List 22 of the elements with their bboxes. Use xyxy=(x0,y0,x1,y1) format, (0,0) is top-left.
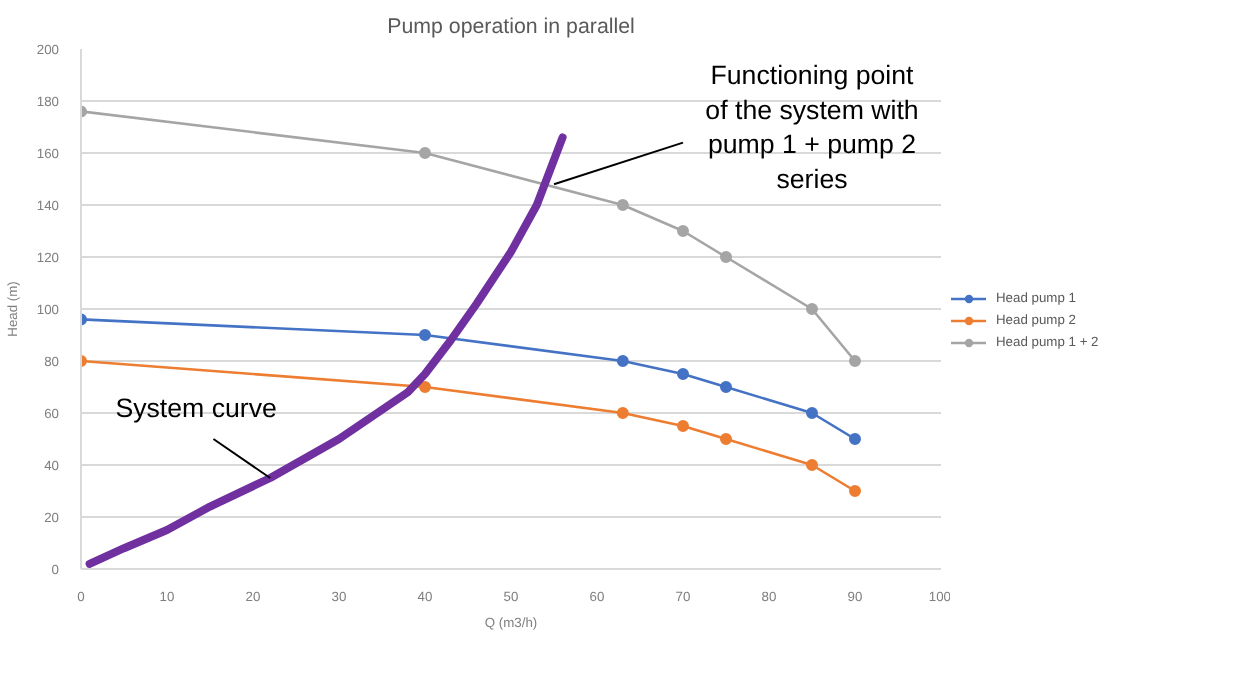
point xyxy=(419,147,431,159)
point xyxy=(616,407,629,419)
line-series xyxy=(85,133,567,568)
point xyxy=(677,225,689,237)
point xyxy=(419,381,431,393)
point xyxy=(849,433,861,445)
point xyxy=(720,251,732,263)
point xyxy=(677,420,689,432)
point xyxy=(806,459,818,471)
point xyxy=(849,485,861,497)
point xyxy=(849,355,861,367)
annotation: Functioning point of the system with pump 1 + pump 2 series xyxy=(705,60,919,194)
point xyxy=(720,433,732,445)
chart-title: Pump operation in parallel xyxy=(387,15,635,39)
point xyxy=(616,355,629,367)
point xyxy=(720,381,732,393)
point xyxy=(806,303,818,315)
annotation: System curve xyxy=(115,392,277,423)
point xyxy=(616,199,629,211)
point xyxy=(677,368,689,380)
point xyxy=(419,329,431,341)
point xyxy=(806,407,818,419)
